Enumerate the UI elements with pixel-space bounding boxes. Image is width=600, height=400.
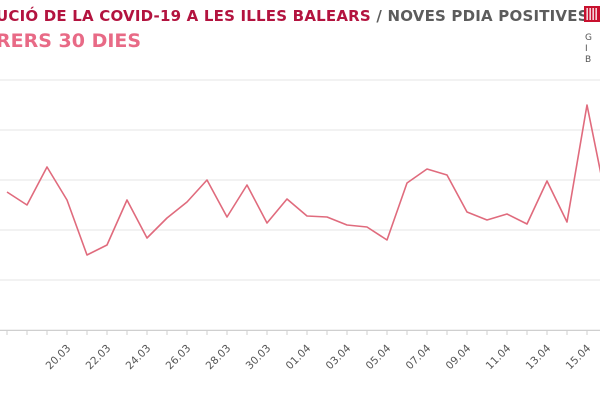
x-tick-label: 01.04 bbox=[284, 342, 314, 372]
x-tick-label: 22.03 bbox=[84, 342, 114, 372]
chart-title: UCIÓ DE LA COVID-19 A LES ILLES BALEARS … bbox=[0, 7, 589, 25]
chart-title-sub: NOVES PDIA POSITIVES bbox=[387, 7, 589, 25]
govern-illes-balears-logo-icon bbox=[584, 6, 600, 22]
x-axis-ticks: 20.03 22.03 24.03 26.03 28.03 30.03 01.04 03.04… bbox=[6, 330, 594, 372]
logo-text-line-1: G bbox=[585, 33, 592, 43]
x-tick-label: 26.03 bbox=[164, 342, 194, 372]
govern-logo: G I B bbox=[584, 6, 600, 65]
x-tick-label: 07.04 bbox=[404, 342, 434, 372]
x-tick-label: 24.03 bbox=[124, 342, 154, 372]
x-tick-label: 13.04 bbox=[524, 342, 554, 372]
x-tick-label: 20.03 bbox=[44, 342, 74, 372]
x-tick-label: 15.04 bbox=[564, 342, 594, 372]
series-line bbox=[6, 104, 600, 256]
chart-subtitle: RERS 30 DIES bbox=[0, 30, 142, 52]
logo-text-line-2: I bbox=[585, 44, 588, 54]
chart-title-main: UCIÓ DE LA COVID-19 A LES ILLES BALEARS bbox=[0, 7, 371, 25]
x-tick-label: 11.04 bbox=[484, 342, 514, 372]
x-tick-label: 30.03 bbox=[244, 342, 274, 372]
logo-text-line-3: B bbox=[585, 55, 592, 65]
x-tick-label: 09.04 bbox=[444, 342, 474, 372]
chart-title-separator: / bbox=[376, 7, 383, 25]
gridlines bbox=[0, 79, 600, 331]
x-tick-label: 03.04 bbox=[324, 342, 354, 372]
x-tick-label: 05.04 bbox=[364, 342, 394, 372]
x-tick-label: 28.03 bbox=[204, 342, 234, 372]
